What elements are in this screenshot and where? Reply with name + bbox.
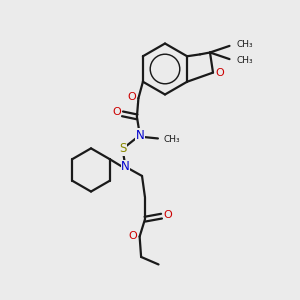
Text: CH₃: CH₃ <box>163 135 180 144</box>
Text: S: S <box>119 142 126 155</box>
Text: O: O <box>215 68 224 78</box>
Text: O: O <box>112 107 121 117</box>
Text: CH₃: CH₃ <box>237 40 253 49</box>
Text: O: O <box>163 210 172 220</box>
Text: N: N <box>121 160 130 173</box>
Text: CH₃: CH₃ <box>237 56 253 65</box>
Text: O: O <box>128 92 136 102</box>
Text: O: O <box>129 231 137 241</box>
Text: N: N <box>136 129 144 142</box>
